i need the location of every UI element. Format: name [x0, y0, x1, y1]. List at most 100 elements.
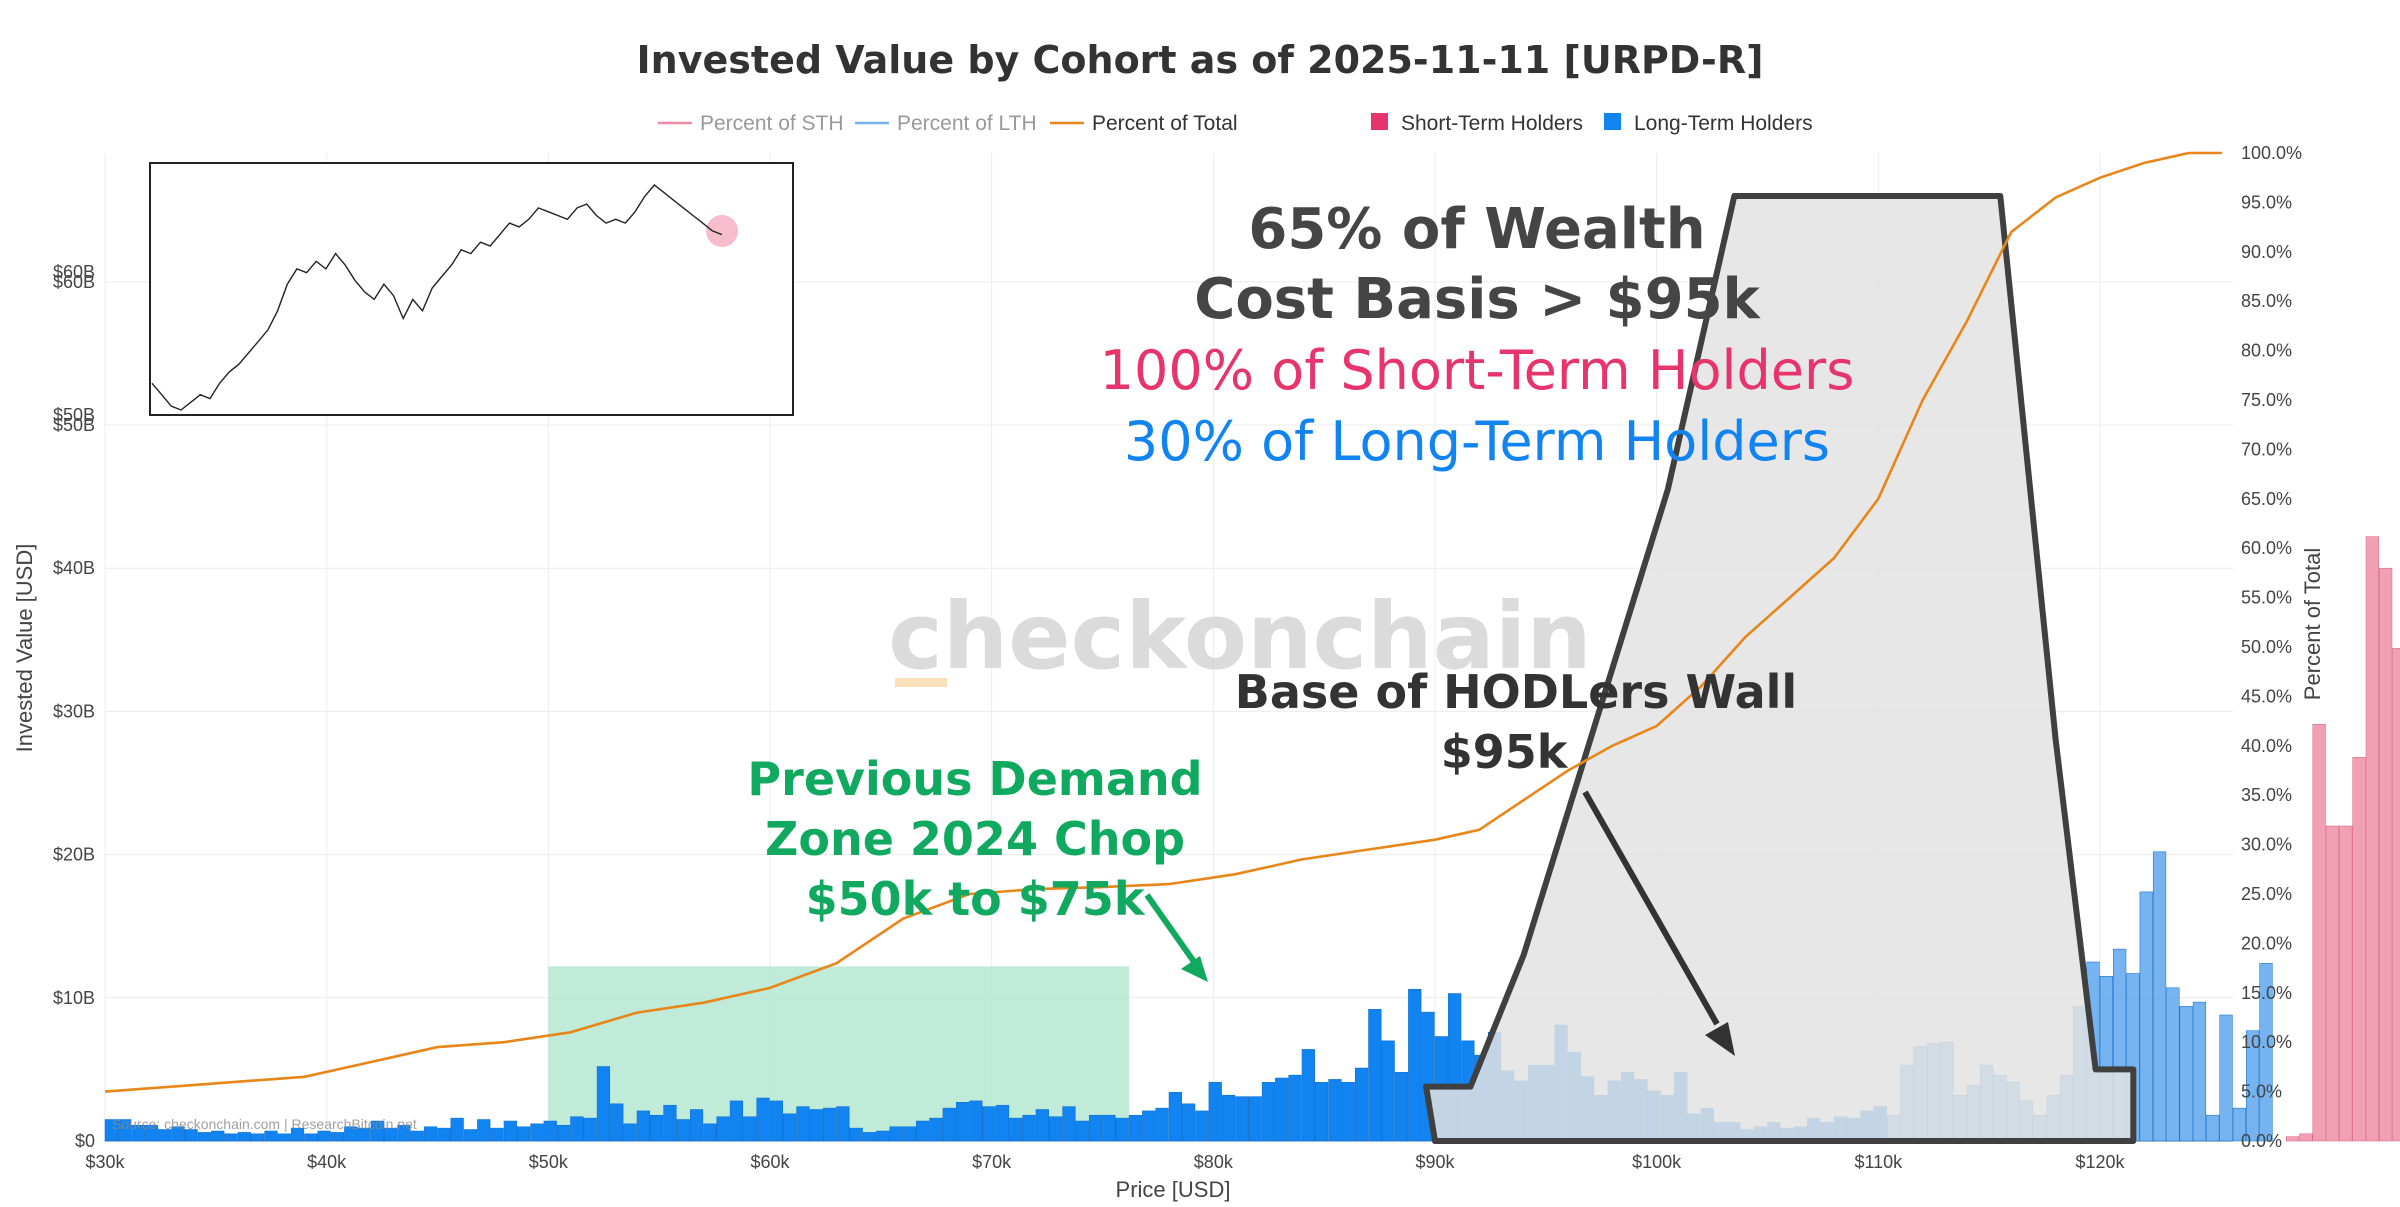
- lth-bar: [1022, 1114, 1036, 1142]
- annotation-hodl-wall-1: Base of HODLers Wall: [1235, 665, 1797, 719]
- lth-bar: [902, 1126, 916, 1142]
- lth-bar: [224, 1133, 238, 1142]
- percent-of-total-line: [104, 151, 2222, 1093]
- lth-bar: [211, 1130, 225, 1142]
- x-tick-label: $40k: [307, 1152, 347, 1172]
- legend-sth-box-label[interactable]: Short-Term Holders: [1401, 112, 1583, 135]
- y2-tick-label: 55.0%: [2241, 588, 2292, 608]
- lth-bar: [1195, 1110, 1209, 1142]
- annotation-headline-1: 65% of Wealth: [1248, 197, 1705, 262]
- y2-tick-label: 60.0%: [2241, 538, 2292, 558]
- lth-bar: [543, 1120, 557, 1142]
- y2-tick-label: 65.0%: [2241, 489, 2292, 509]
- lth-bar: [1049, 1116, 1063, 1142]
- lth-bar: [809, 1109, 823, 1142]
- lth-bar: [1075, 1120, 1089, 1142]
- sth-bar: [2312, 724, 2326, 1142]
- lth-bar: [729, 1100, 744, 1142]
- y2-tick-label: 50.0%: [2241, 637, 2292, 657]
- y2-tick-label: 70.0%: [2241, 439, 2292, 459]
- lth-bar: [676, 1119, 690, 1142]
- legend-sth-label[interactable]: Percent of STH: [700, 112, 844, 135]
- legend[interactable]: Percent of STH Percent of LTH Percent of…: [658, 112, 1813, 135]
- lth-bar: [596, 1066, 611, 1142]
- x-tick-label: $100k: [1632, 1152, 1682, 1172]
- lth-bar: [1155, 1107, 1169, 1142]
- x-tick-label: $30k: [85, 1152, 125, 1172]
- lth-bar: [530, 1123, 544, 1142]
- y2-axis-label: Percent of Total: [2300, 548, 2325, 700]
- lth-bar: [1208, 1082, 1222, 1142]
- lth-bar: [344, 1126, 358, 1142]
- lth-bar: [410, 1130, 424, 1142]
- sth-bar: [2352, 757, 2366, 1142]
- lth-bar: [1182, 1103, 1196, 1142]
- sth-bars-layer: [2285, 536, 2400, 1142]
- x-tick-label: $110k: [1854, 1152, 1903, 1172]
- y-tick-label: $10B: [53, 988, 95, 1008]
- lth-bar: [1328, 1079, 1342, 1142]
- lth-bar: [849, 1127, 863, 1142]
- sth-bar: [2379, 567, 2393, 1142]
- lth-bar: [397, 1124, 411, 1142]
- y-tick-label: $30B: [53, 701, 95, 721]
- lth-bar: [783, 1113, 797, 1142]
- sth-bar: [2339, 825, 2353, 1142]
- y-tick-label: $50B: [53, 415, 95, 435]
- lth-bar: [1288, 1074, 1302, 1142]
- y2-axis-ticks: 0.0% 5.0% 10.0% 15.0% 20.0% 25.0% 30.0% 35.0% 40…: [2241, 143, 2302, 1151]
- sth-bar: [2325, 825, 2340, 1142]
- lth-bar: [384, 1127, 398, 1142]
- lth-bar: [290, 1127, 305, 1142]
- lth-bar: [876, 1130, 890, 1142]
- hodl-wall-outline: [1423, 193, 2137, 1144]
- y2-tick-label: 30.0%: [2241, 835, 2292, 855]
- lth-bar: [463, 1129, 478, 1142]
- lth-bar: [1035, 1109, 1049, 1142]
- lth-bar: [796, 1106, 810, 1142]
- y-tick-label: $60B: [53, 272, 95, 292]
- y-axis-ticks: $0 $10B $20B $30B $40B $50B $60B: [53, 272, 95, 1151]
- lth-bar: [862, 1132, 877, 1142]
- lth-bar: [503, 1120, 517, 1142]
- watermark: checkonchain: [888, 583, 1592, 690]
- annotation-headline-2: Cost Basis > $95k: [1194, 267, 1761, 332]
- y-tick-label: $20B: [53, 845, 95, 865]
- legend-lth-box-label[interactable]: Long-Term Holders: [1634, 112, 1813, 135]
- y2-tick-label: 10.0%: [2241, 1032, 2292, 1052]
- lth-bar: [1341, 1082, 1355, 1142]
- x-tick-label: $60k: [750, 1152, 790, 1172]
- sth-bar: [2299, 1133, 2313, 1142]
- lth-bar: [889, 1126, 903, 1142]
- legend-lth-label[interactable]: Percent of LTH: [897, 112, 1037, 135]
- lth-bar: [1301, 1049, 1315, 1142]
- y2-tick-label: 5.0%: [2241, 1082, 2282, 1102]
- lth-bar: [822, 1107, 837, 1142]
- y2-tick-label: 95.0%: [2241, 192, 2292, 212]
- y2-tick-label: 45.0%: [2241, 686, 2292, 706]
- lth-bar: [836, 1106, 850, 1142]
- lth-bar: [118, 1119, 132, 1142]
- lth-bar: [1115, 1117, 1129, 1142]
- lth-bar: [2232, 1107, 2246, 1142]
- lth-bar: [490, 1127, 504, 1142]
- lth-bar: [1354, 1067, 1369, 1142]
- sth-bar: [2285, 1136, 2300, 1142]
- lth-bar: [1102, 1114, 1116, 1142]
- lth-bar: [1168, 1092, 1182, 1142]
- lth-bar: [769, 1100, 783, 1142]
- demand-arrow-head: [1181, 956, 1208, 982]
- y2-tick-label: 90.0%: [2241, 242, 2292, 262]
- lth-bar: [304, 1133, 318, 1142]
- legend-total-label[interactable]: Percent of Total: [1092, 112, 1238, 135]
- lth-bar: [237, 1132, 251, 1142]
- lth-bar: [1248, 1096, 1262, 1142]
- y2-tick-label: 20.0%: [2241, 933, 2292, 953]
- lth-bar: [2206, 1114, 2220, 1142]
- lth-bar: [2246, 1030, 2260, 1142]
- lth-bar: [2139, 891, 2153, 1142]
- lth-bar: [703, 1123, 717, 1142]
- lth-bar: [942, 1107, 956, 1142]
- y2-tick-label: 80.0%: [2241, 341, 2292, 361]
- lth-bar: [144, 1124, 158, 1142]
